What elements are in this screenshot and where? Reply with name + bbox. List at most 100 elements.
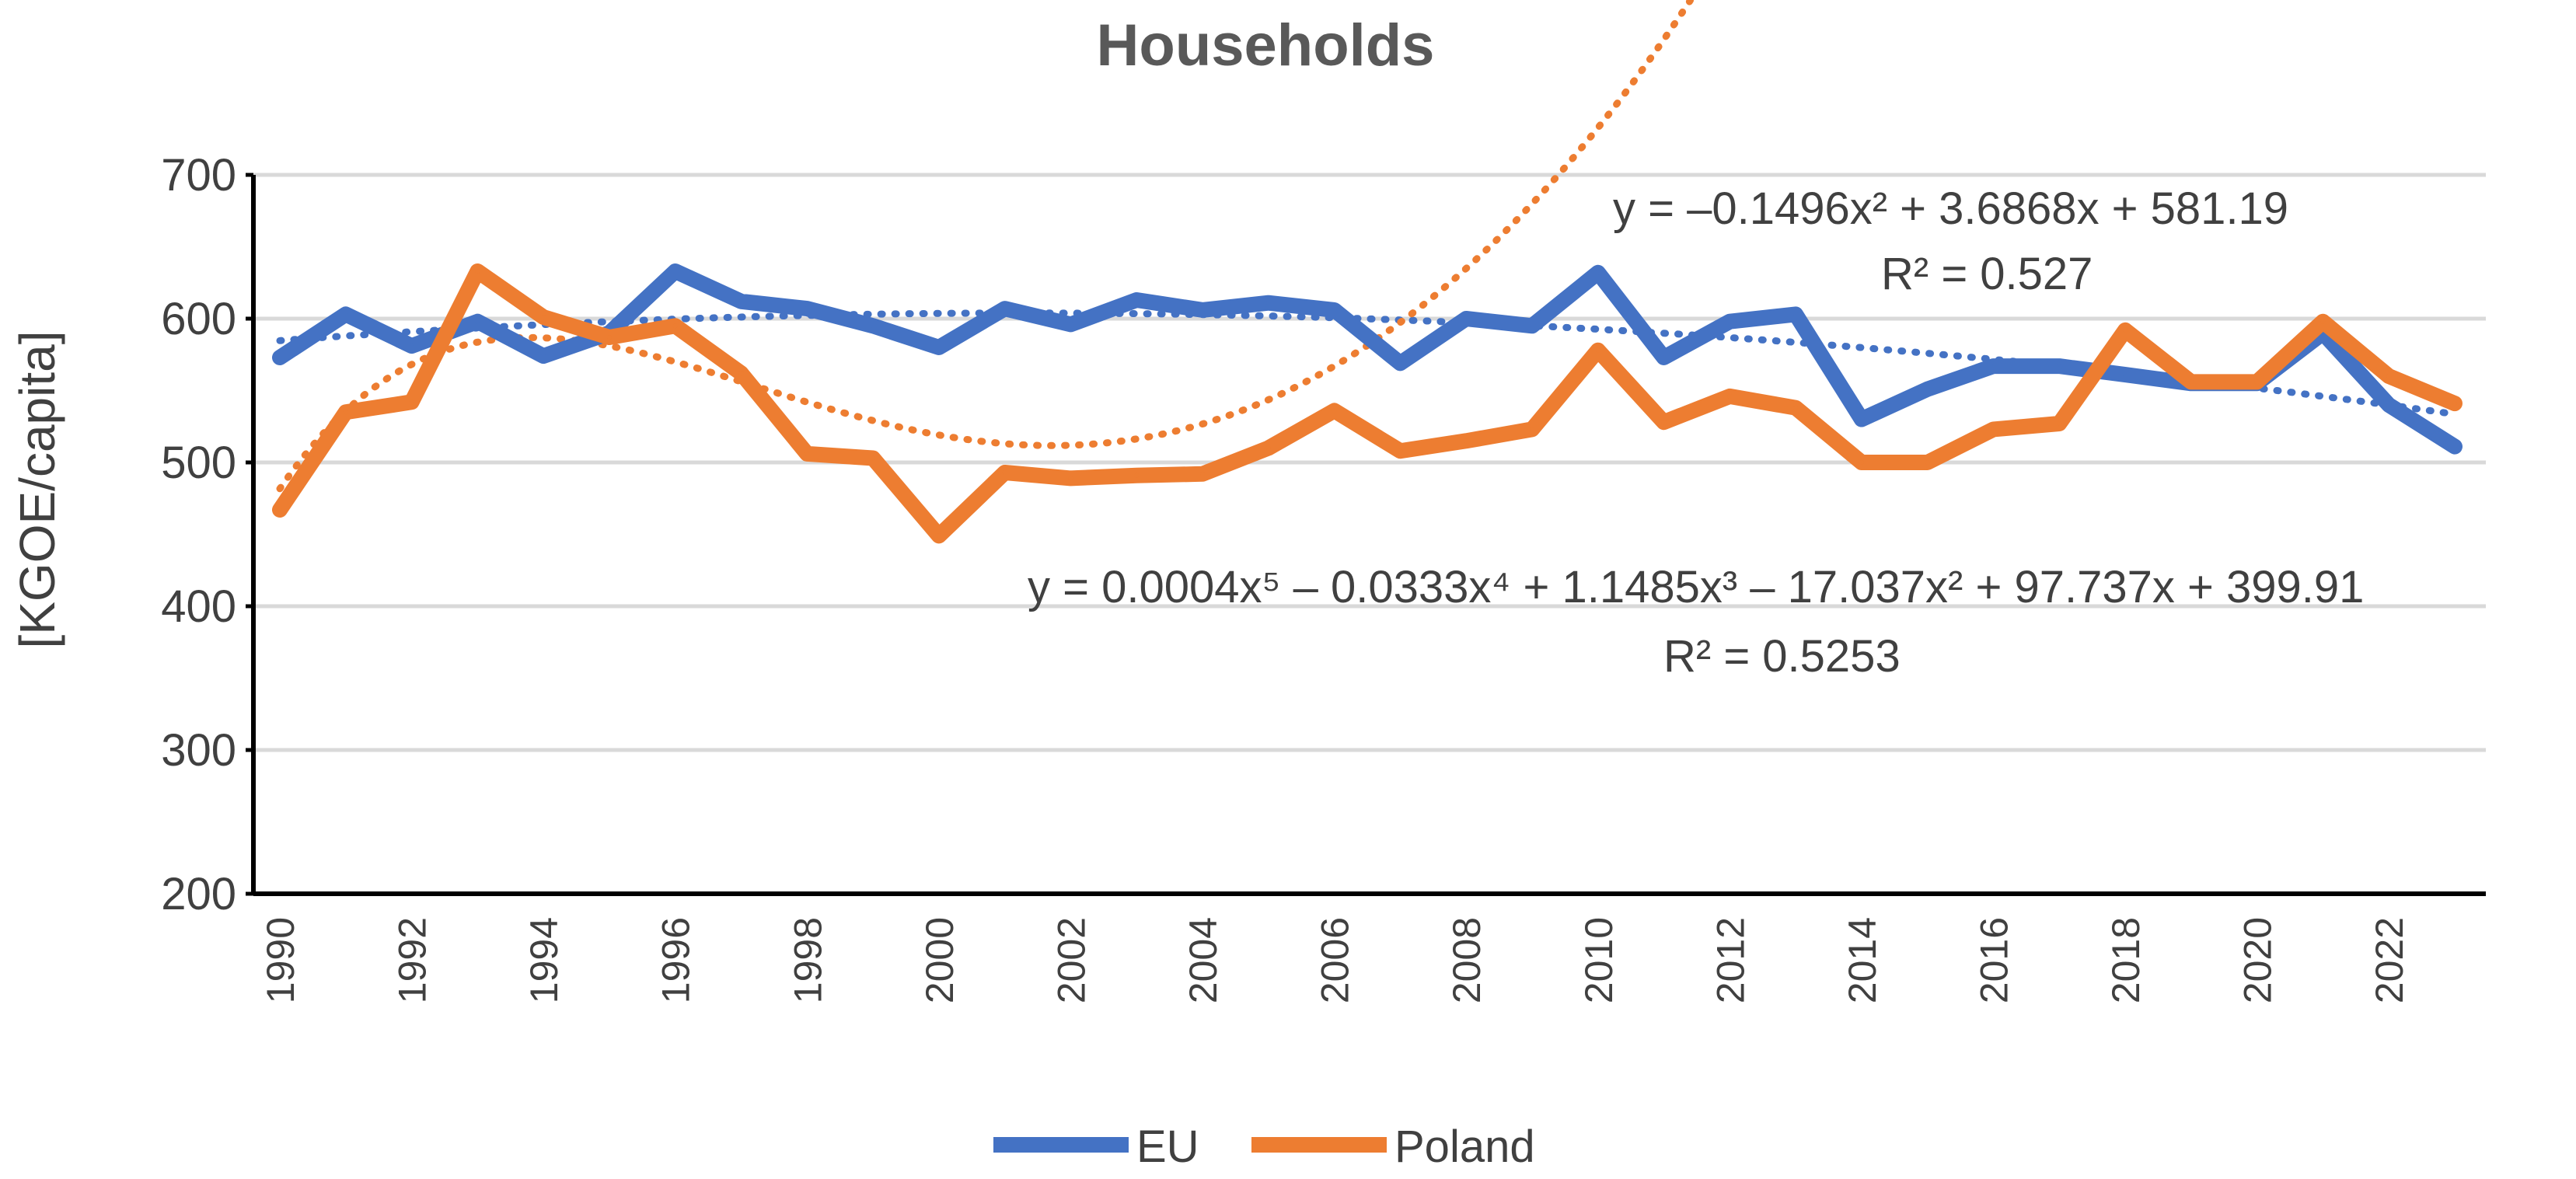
x-tick-2008: 2008 [1445, 917, 1489, 1003]
point-poland-2009 [1530, 427, 1534, 432]
point-poland-2013 [1793, 405, 1799, 410]
point-eu-2001 [1002, 306, 1007, 312]
point-poland-1995 [606, 335, 612, 340]
point-eu-2022 [2386, 403, 2392, 407]
x-tick-2004: 2004 [1182, 917, 1225, 1003]
series-line-eu [272, 263, 2463, 455]
point-eu-2008 [1464, 316, 1469, 321]
y-tick-400: 400 [161, 581, 236, 632]
point-poland-2016 [1991, 427, 1996, 432]
x-tick-1996: 1996 [654, 917, 698, 1003]
point-poland-1991 [343, 410, 348, 415]
point-eu-2003 [1134, 298, 1140, 302]
point-eu-2000 [936, 345, 941, 350]
point-eu-2015 [1925, 386, 1930, 392]
chart-title: Households [1097, 12, 1435, 78]
point-poland-2022 [2386, 374, 2392, 378]
point-poland-2021 [2320, 319, 2326, 324]
point-eu-2016 [1991, 364, 1996, 369]
point-poland-2010 [1595, 347, 1600, 353]
point-eu-2014 [1859, 417, 1864, 422]
point-poland-2004 [1200, 471, 1205, 476]
x-tick-2020: 2020 [2236, 917, 2280, 1003]
point-poland-2000 [936, 533, 941, 539]
poland-trend-equation: y = 0.0004x⁵ – 0.0333x⁴ + 1.1485x³ – 17.… [1028, 562, 2364, 612]
point-poland-2015 [1925, 460, 1930, 465]
y-tick-700: 700 [161, 150, 236, 201]
y-axis-ticks [246, 173, 253, 896]
point-poland-2008 [1464, 438, 1469, 444]
point-eu-1996 [672, 269, 678, 274]
y-tick-300: 300 [161, 725, 236, 776]
point-poland-1999 [871, 455, 876, 461]
point-eu-2009 [1530, 323, 1534, 329]
y-axis-label: [KGOE/capita] [9, 330, 65, 648]
y-tick-500: 500 [161, 438, 236, 488]
point-eu-2023 [2452, 444, 2457, 449]
point-poland-2003 [1134, 473, 1140, 478]
point-eu-2002 [1068, 322, 1073, 327]
point-poland-1997 [738, 371, 744, 376]
legend: EU Poland [993, 1121, 1535, 1172]
point-poland-2014 [1859, 460, 1864, 465]
point-eu-2006 [1332, 307, 1337, 312]
x-tick-1992: 1992 [391, 917, 435, 1003]
gridlines [253, 173, 2486, 752]
point-poland-1996 [672, 323, 678, 329]
x-tick-1998: 1998 [786, 917, 829, 1003]
point-eu-1999 [871, 323, 876, 329]
point-eu-2010 [1595, 270, 1600, 275]
x-tick-labels: 1990 1992 1994 1996 1998 2000 2002 2004 2006 2008… [259, 917, 2411, 1003]
eu-trend-equation: y = –0.1496x² + 3.6868x + 581.19 [1613, 183, 2288, 234]
point-poland-2002 [1068, 476, 1073, 481]
x-tick-1994: 1994 [522, 917, 566, 1003]
axes [246, 173, 2486, 896]
point-poland-1992 [409, 399, 414, 405]
point-poland-2012 [1727, 393, 1733, 399]
point-poland-1993 [475, 269, 480, 274]
point-eu-2013 [1793, 312, 1799, 317]
point-poland-2020 [2254, 379, 2260, 385]
x-tick-2016: 2016 [1972, 917, 2016, 1003]
legend-eu-label: EU [1136, 1121, 1199, 1172]
x-tick-2018: 2018 [2104, 917, 2148, 1003]
x-tick-2012: 2012 [1709, 917, 1752, 1003]
series-line-poland [272, 263, 2463, 544]
point-eu-2011 [1661, 355, 1667, 360]
point-poland-2018 [2123, 327, 2128, 333]
y-tick-labels: 200 300 400 500 600 700 [161, 150, 236, 919]
x-tick-2000: 2000 [918, 917, 962, 1003]
point-eu-1991 [343, 312, 348, 317]
x-tick-2014: 2014 [1841, 917, 1884, 1003]
point-poland-2017 [2057, 421, 2062, 426]
poland-trend-r-squared: R² = 0.5253 [1663, 631, 1901, 682]
point-poland-2011 [1661, 420, 1667, 425]
x-tick-2022: 2022 [2368, 917, 2411, 1003]
point-eu-1992 [409, 344, 414, 349]
point-poland-1998 [805, 451, 810, 456]
point-poland-1990 [277, 508, 282, 512]
point-eu-2018 [2123, 372, 2128, 378]
point-poland-2019 [2188, 379, 2194, 385]
point-eu-1998 [805, 306, 810, 312]
point-eu-2012 [1727, 319, 1733, 324]
x-tick-1990: 1990 [259, 917, 302, 1003]
point-poland-2023 [2452, 401, 2457, 406]
point-eu-2017 [2057, 364, 2062, 369]
point-poland-1994 [541, 315, 546, 320]
point-eu-1994 [541, 354, 546, 359]
legend-poland-label: Poland [1394, 1121, 1535, 1172]
point-eu-2007 [1398, 361, 1403, 366]
point-eu-1990 [277, 355, 282, 360]
y-tick-200: 200 [161, 869, 236, 919]
point-eu-2004 [1200, 307, 1205, 312]
series-poland [272, 263, 2463, 544]
point-eu-1997 [738, 298, 744, 304]
x-tick-2006: 2006 [1314, 917, 1357, 1003]
eu-trend-r-squared: R² = 0.527 [1881, 249, 2093, 299]
point-poland-2007 [1398, 448, 1403, 454]
point-poland-2001 [1002, 470, 1007, 475]
point-eu-1993 [475, 319, 480, 324]
x-tick-2002: 2002 [1049, 917, 1093, 1003]
